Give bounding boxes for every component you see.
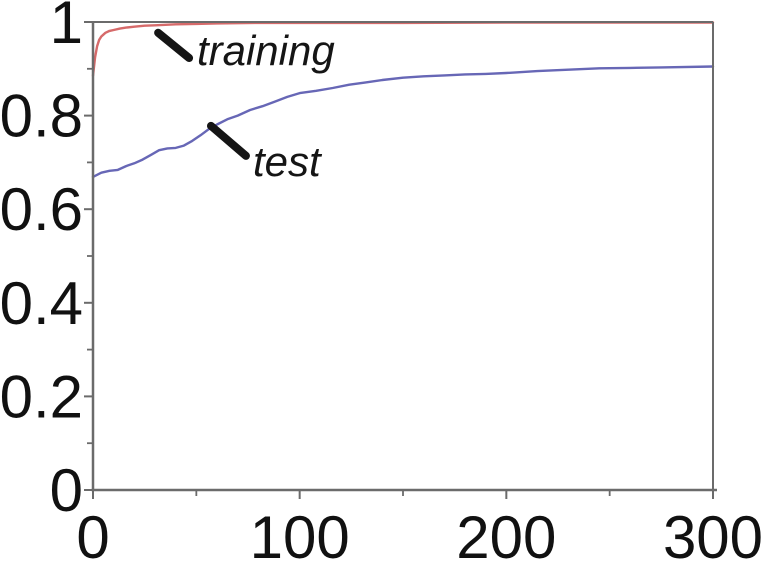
y-tick-label: 0.8 <box>0 83 83 150</box>
training-annotation-label: training <box>197 27 335 74</box>
x-tick-label: 100 <box>250 504 350 566</box>
training-pointer-line <box>154 28 194 63</box>
test-annotation-label: test <box>253 138 323 185</box>
y-tick-label: 0.4 <box>0 270 83 337</box>
test-pointer-line <box>207 121 250 160</box>
y-tick-label: 1 <box>50 0 83 56</box>
y-tick-label: 0 <box>50 457 83 524</box>
x-tick-label: 200 <box>456 504 556 566</box>
y-tick-label: 0.2 <box>0 363 83 430</box>
x-tick-label: 0 <box>76 504 109 566</box>
y-tick-label: 0.6 <box>0 176 83 243</box>
x-tick-label: 300 <box>663 504 763 566</box>
test-curve <box>91 65 715 179</box>
